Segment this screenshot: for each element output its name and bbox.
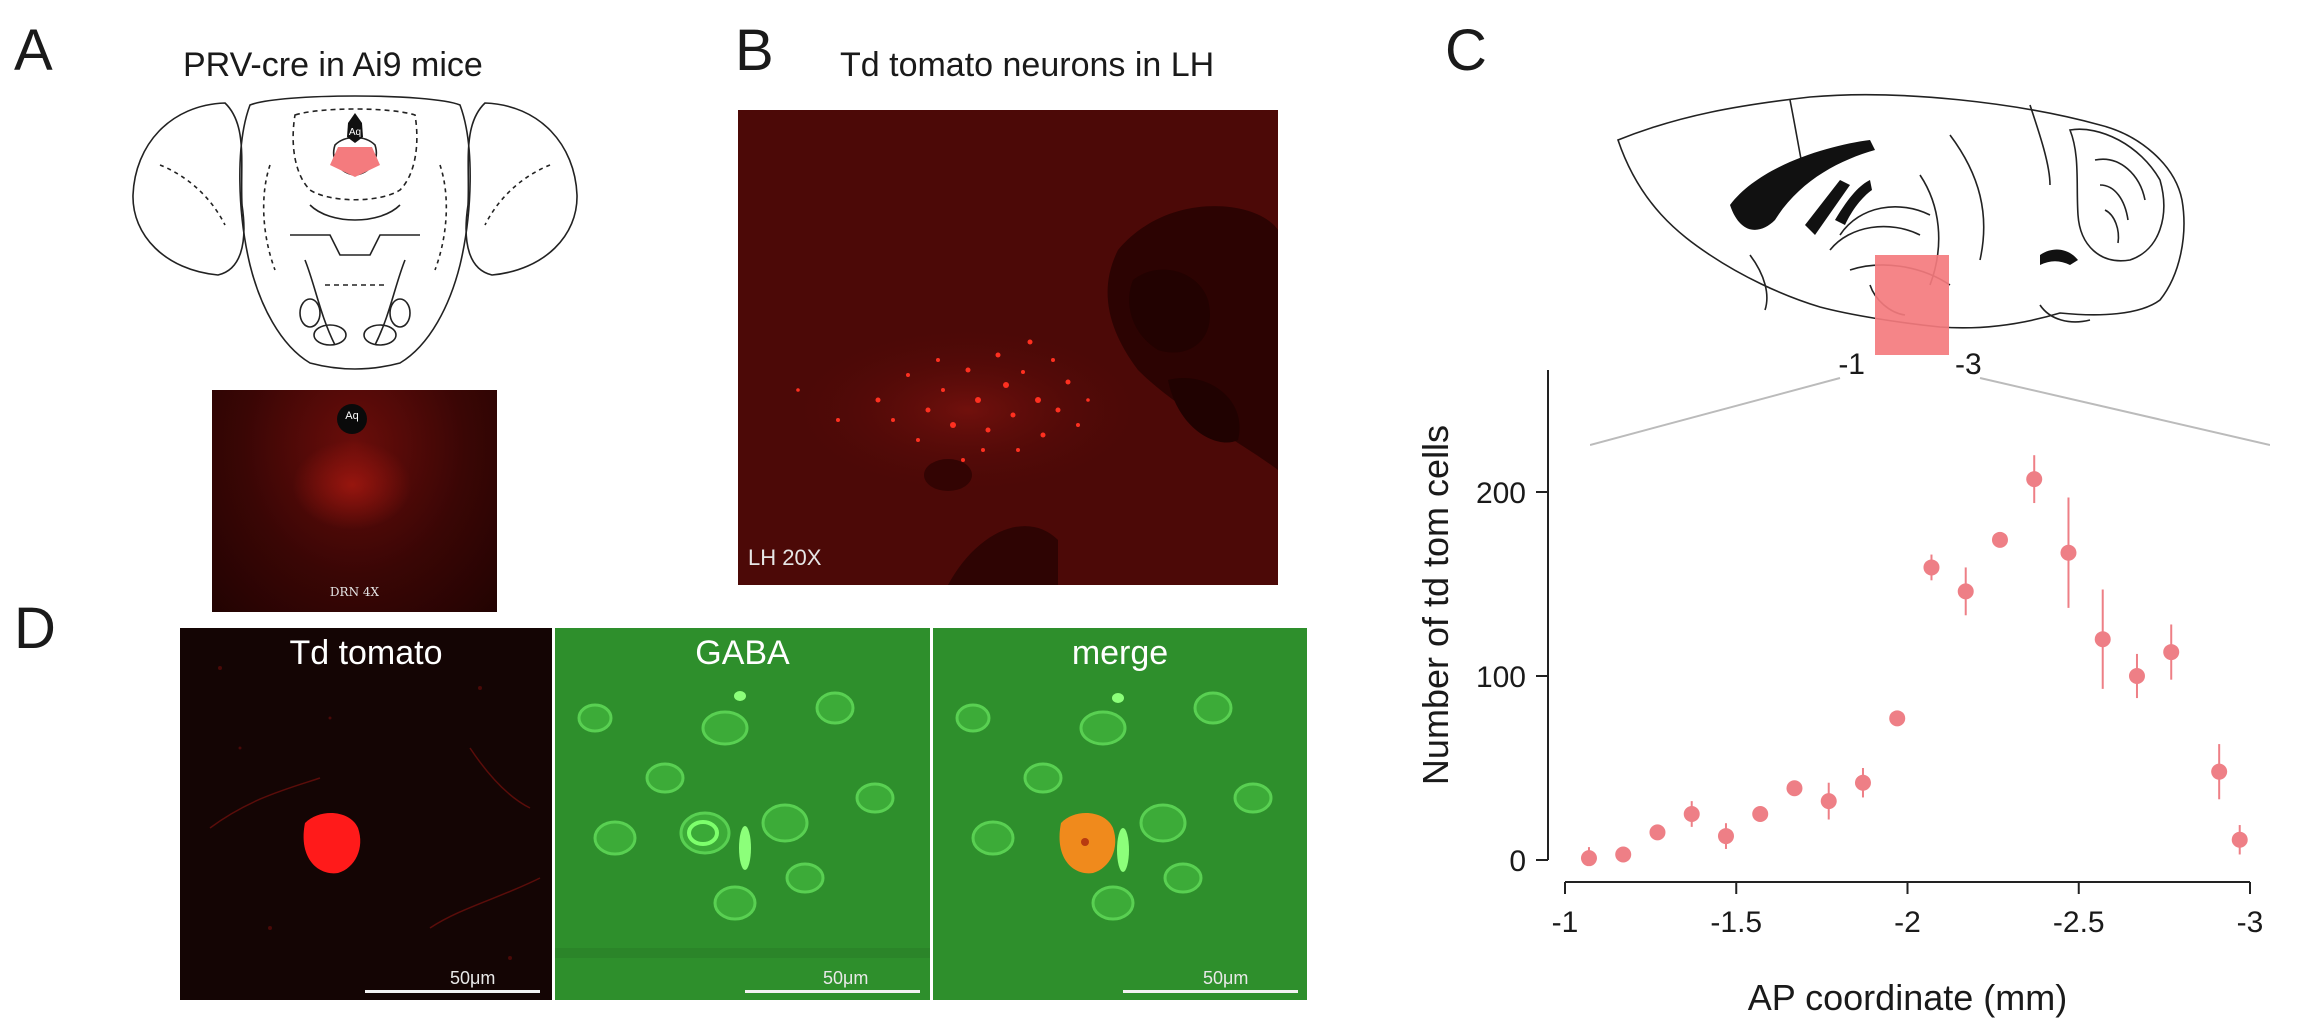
channel-gaba-label: GABA [695,634,790,672]
data-point [1889,710,1906,727]
lh-region-highlight [1875,255,1949,355]
channel-tdtomato-scale-label: 50μm [450,968,496,988]
panel-letter-d: D [14,596,56,661]
data-point [1820,793,1837,810]
brain-coronal-atlas: Aq [132,95,578,370]
data-point [1991,531,2008,548]
zoom-guide-lines [1590,377,2270,446]
panel-a-title: PRV-cre in Ai9 mice [183,46,483,84]
channel-tdtomato-label: Td tomato [289,634,443,672]
data-point [1752,806,1769,822]
data-point [2094,631,2111,648]
chart-x-axis-label: AP coordinate (mm) [1748,977,2067,1018]
drn-signal [292,440,412,530]
brain-sagittal-atlas: -1 -3 [1616,93,2185,381]
lh-micrograph: LH 20X [738,110,1278,585]
data-point [2211,763,2228,780]
panel-letter-b: B [735,18,774,83]
data-point [1786,780,1803,797]
gaba-neuron [687,820,719,846]
channel-gaba-scale-bar [745,990,920,993]
channel-merge-image: merge 50μm [933,628,1307,1000]
channel-merge-scale-label: 50μm [1203,968,1249,988]
tdtomato-cells [796,339,1090,462]
channel-gaba-scale-label: 50μm [823,968,869,988]
channel-tdtomato-scale-bar [365,990,540,993]
data-point [1683,806,1700,822]
channel-merge-label: merge [1071,634,1169,672]
chart-y-axis-label: Number of td tom cells [1415,425,1456,785]
drn-caption: DRN 4X [329,585,380,599]
channel-tdtomato-image: Td tomato 50μm [180,628,552,1000]
data-point [1615,846,1632,863]
merge-art [933,628,1307,1000]
y-tick-label: 200 [1476,477,1526,510]
data-point [2026,471,2043,488]
lh-micrograph-art [738,110,1278,585]
data-point [1923,559,1940,576]
data-point [2060,544,2077,561]
photo-aq-label: Aq [345,410,359,422]
x-tick-label: -1 [1552,906,1579,939]
range-right-label: -3 [1955,348,1982,381]
atlas-aq-label: Aq [349,127,361,138]
panel-b-title: Td tomato neurons in LH [840,46,1215,84]
channel-gaba-image: GABA 50μm [555,628,930,1000]
channel-merge-scale-bar [1123,990,1298,993]
drn-micrograph: Aq DRN 4X [212,390,497,612]
range-left-label: -1 [1838,348,1865,381]
x-tick-label: -2 [1894,906,1921,939]
data-point [2231,831,2248,848]
data-point [1854,774,1871,791]
data-point [2128,668,2145,684]
x-tick-label: -1.5 [1710,906,1762,939]
x-tick-label: -2.5 [2053,906,2105,939]
data-point [1580,850,1597,867]
tdtomato-art [180,628,552,1000]
y-tick-label: 100 [1476,661,1526,694]
data-point [2163,644,2180,661]
tdtomato-neuron [303,812,361,874]
panel-letter-c: C [1445,18,1487,83]
drn-highlight [330,147,380,177]
x-tick-label: -3 [2237,906,2264,939]
gaba-art [555,628,930,1000]
y-tick-label: 0 [1509,845,1526,878]
data-point [1649,824,1666,841]
cell-count-chart: 0 100 200 -1 -1.5 -2 -2.5 -3 Number of td tom c… [1415,370,2264,1018]
panel-letter-a: A [14,18,53,83]
lh-caption: LH 20X [748,545,822,570]
data-point [1717,828,1734,845]
data-point [1957,583,1974,600]
aqueduct-hole [337,404,367,434]
